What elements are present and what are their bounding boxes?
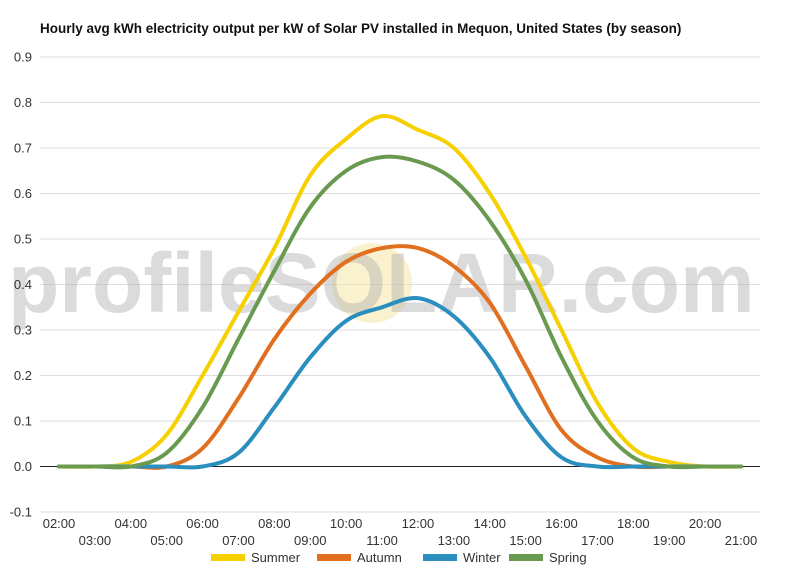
x-tick-label: 20:00	[689, 516, 722, 531]
x-axis-ticks: 02:00 04:00 06:00 08:00 10:00 12:00 14:00 16:00…	[43, 516, 758, 548]
x-tick-label: 14:00	[473, 516, 506, 531]
legend-label: Autumn	[357, 550, 402, 565]
y-axis-ticks: -0.1 0.0 0.1 0.2 0.3 0.4 0.5 0.6 0.7 0.8 0.9	[10, 50, 32, 520]
x-tick-label: 21:00	[725, 533, 758, 548]
y-tick-label: 0.6	[14, 186, 32, 201]
legend-label: Summer	[251, 550, 301, 565]
y-tick-label: 0.2	[14, 368, 32, 383]
y-tick-label: 0.4	[14, 277, 32, 292]
x-tick-label: 12:00	[402, 516, 435, 531]
x-tick-label: 07:00	[222, 533, 255, 548]
y-tick-label: 0.3	[14, 323, 32, 338]
x-tick-label: 08:00	[258, 516, 291, 531]
series-line-summer	[57, 114, 743, 469]
y-tick-label: -0.1	[10, 505, 32, 520]
legend-swatch-winter	[423, 554, 457, 561]
x-tick-label: 09:00	[294, 533, 327, 548]
series-line-spring	[57, 154, 743, 470]
x-tick-label: 05:00	[150, 533, 183, 548]
x-tick-label: 03:00	[79, 533, 112, 548]
y-tick-label: 0.1	[14, 414, 32, 429]
x-tick-label: 19:00	[653, 533, 686, 548]
x-tick-label: 13:00	[438, 533, 471, 548]
legend-label: Spring	[549, 550, 587, 565]
x-tick-label: 17:00	[581, 533, 614, 548]
legend-swatch-spring	[509, 554, 543, 561]
y-tick-label: 0.8	[14, 95, 32, 110]
series-lines	[57, 114, 743, 470]
x-tick-label: 02:00	[43, 516, 76, 531]
y-tick-label: 0.9	[14, 50, 32, 65]
x-tick-label: 16:00	[545, 516, 578, 531]
x-tick-label: 06:00	[186, 516, 219, 531]
series-line-winter	[57, 295, 743, 470]
x-tick-label: 04:00	[115, 516, 148, 531]
legend-label: Winter	[463, 550, 501, 565]
watermark-text: profileSOLAR.com	[8, 236, 755, 330]
y-tick-label: 0.7	[14, 141, 32, 156]
legend: Summer Autumn Winter Spring	[211, 550, 587, 565]
x-tick-label: 10:00	[330, 516, 363, 531]
legend-swatch-summer	[211, 554, 245, 561]
chart-title: Hourly avg kWh electricity output per kW…	[40, 21, 681, 36]
y-tick-label: 0.0	[14, 459, 32, 474]
legend-swatch-autumn	[317, 554, 351, 561]
x-tick-label: 15:00	[509, 533, 542, 548]
x-tick-label: 11:00	[366, 533, 398, 548]
x-tick-label: 18:00	[617, 516, 650, 531]
y-tick-label: 0.5	[14, 232, 32, 247]
